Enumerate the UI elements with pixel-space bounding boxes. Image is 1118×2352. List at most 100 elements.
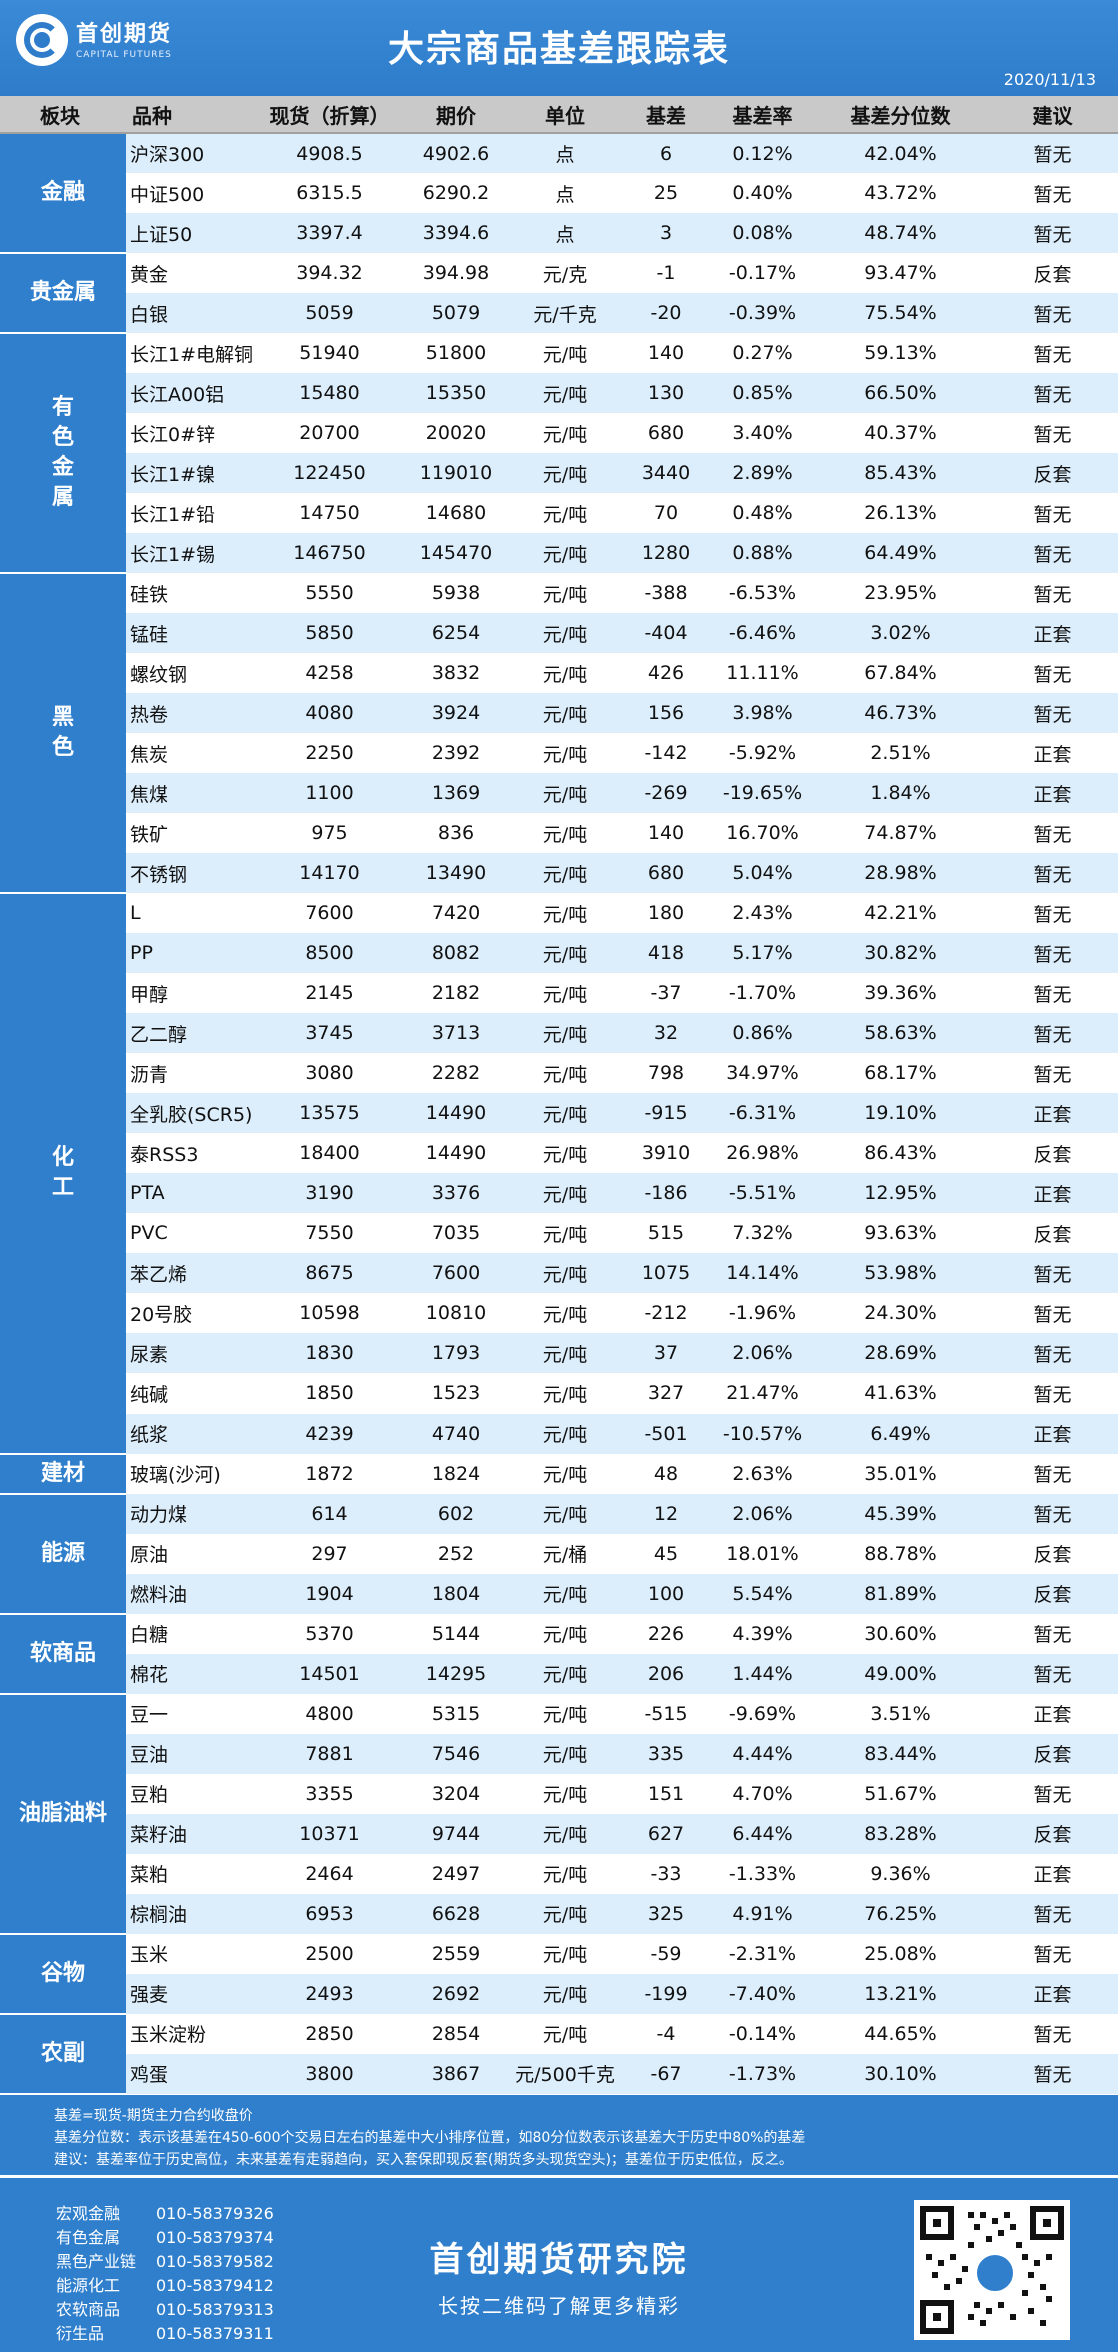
futures-price: 7546 <box>403 1733 509 1774</box>
futures-price: 2182 <box>403 973 509 1014</box>
futures-price: 5144 <box>403 1613 509 1654</box>
product-name: 黄金 <box>126 253 256 294</box>
spot-price: 14501 <box>256 1653 403 1694</box>
basis-percentile: 58.63% <box>814 1013 987 1054</box>
basis-rate: 5.17% <box>711 933 814 974</box>
basis-percentile: 86.43% <box>814 1133 987 1174</box>
contact-phone[interactable]: 010-58379374 <box>156 2228 274 2247</box>
product-name: 乙二醇 <box>126 1013 256 1054</box>
spot-price: 6315.5 <box>256 173 403 214</box>
spot-price: 614 <box>256 1493 403 1534</box>
spot-price: 394.32 <box>256 253 403 294</box>
basis-percentile: 26.13% <box>814 493 987 534</box>
unit: 元/吨 <box>509 773 621 814</box>
contact-phone[interactable]: 010-58379311 <box>156 2324 274 2343</box>
basis-percentile: 9.36% <box>814 1853 987 1894</box>
table-row: 豆粕 3355 3204 元/吨 151 4.70% 51.67% 暂无 <box>0 1773 1118 1814</box>
table-row: 贵金属 黄金 394.32 394.98 元/克 -1 -0.17% 93.47% 反套 <box>0 253 1118 335</box>
basis-percentile: 49.00% <box>814 1653 987 1694</box>
basis-percentile: 88.78% <box>814 1533 987 1574</box>
basis-percentile: 64.49% <box>814 533 987 574</box>
basis-percentile: 35.01% <box>814 1453 987 1494</box>
basis-rate: -0.14% <box>711 2013 814 2054</box>
basis-rate: 7.32% <box>711 1213 814 1254</box>
spot-price: 3355 <box>256 1773 403 1814</box>
futures-price: 14490 <box>403 1093 509 1134</box>
table-row: 锰硅 5850 6254 元/吨 -404 -6.46% 3.02% 正套 <box>0 613 1118 654</box>
advice: 暂无 <box>987 2013 1118 2054</box>
basis-rate: 2.43% <box>711 893 814 934</box>
product-name: 纸浆 <box>126 1413 256 1454</box>
contact-phone[interactable]: 010-58379313 <box>156 2300 274 2319</box>
product-name: 锰硅 <box>126 613 256 654</box>
advice: 暂无 <box>987 1613 1118 1654</box>
spot-price: 10371 <box>256 1813 403 1854</box>
product-name: 玉米 <box>126 1933 256 1974</box>
table-row: PP 8500 8082 元/吨 418 5.17% 30.82% 暂无 <box>0 933 1118 974</box>
spot-price: 5059 <box>256 293 403 334</box>
table-row: 沥青 3080 2282 元/吨 798 34.97% 68.17% 暂无 <box>0 1053 1118 1094</box>
product-name: 鸡蛋 <box>126 2053 256 2094</box>
contact-phone[interactable]: 010-58379582 <box>156 2252 274 2271</box>
brand-logo: 首创期货 CAPITAL FUTURES <box>16 12 176 68</box>
product-name: 沥青 <box>126 1053 256 1094</box>
unit: 元/吨 <box>509 1253 621 1294</box>
futures-price: 8082 <box>403 933 509 974</box>
note-percentile-definition: 基差分位数：表示该基差在450-600个交易日左右的基差中大小排序位置，如80分… <box>54 2130 806 2146</box>
basis: 3 <box>621 213 711 254</box>
basis-rate: 26.98% <box>711 1133 814 1174</box>
basis: 37 <box>621 1333 711 1374</box>
unit: 元/吨 <box>509 1773 621 1814</box>
unit: 元/吨 <box>509 1893 621 1934</box>
futures-price: 2854 <box>403 2013 509 2054</box>
product-name: 白银 <box>126 293 256 334</box>
brand-name: 首创期货 <box>76 22 173 47</box>
page-title: 大宗商品基差跟踪表 <box>387 29 730 70</box>
basis: 6 <box>621 133 711 174</box>
table-row: PVC 7550 7035 元/吨 515 7.32% 93.63% 反套 <box>0 1213 1118 1254</box>
table-row: 强麦 2493 2692 元/吨 -199 -7.40% 13.21% 正套 <box>0 1973 1118 2014</box>
spot-price: 297 <box>256 1533 403 1574</box>
basis-percentile: 28.98% <box>814 853 987 894</box>
sector-label: 黑色 <box>0 573 126 895</box>
product-name: 焦煤 <box>126 773 256 814</box>
spot-price: 8675 <box>256 1253 403 1294</box>
product-name: 玻璃(沙河) <box>126 1453 256 1494</box>
table-row: 豆油 7881 7546 元/吨 335 4.44% 83.44% 反套 <box>0 1733 1118 1774</box>
basis-rate: 14.14% <box>711 1253 814 1294</box>
basis: 325 <box>621 1893 711 1934</box>
product-name: 中证500 <box>126 173 256 214</box>
spot-price: 1830 <box>256 1333 403 1374</box>
product-name: 长江A00铝 <box>126 373 256 414</box>
basis-rate: 0.88% <box>711 533 814 574</box>
futures-price: 6628 <box>403 1893 509 1934</box>
basis: -33 <box>621 1853 711 1894</box>
header-basis-rate: 基差率 <box>711 96 814 134</box>
futures-price: 20020 <box>403 413 509 454</box>
futures-price: 3713 <box>403 1013 509 1054</box>
spot-price: 4908.5 <box>256 133 403 174</box>
product-name: 长江1#镍 <box>126 453 256 494</box>
table-row: 农副 玉米淀粉 2850 2854 元/吨 -4 -0.14% 44.65% 暂无 <box>0 2013 1118 2095</box>
table-row: 长江1#铅 14750 14680 元/吨 70 0.48% 26.13% 暂无 <box>0 493 1118 534</box>
contact-phone[interactable]: 010-58379412 <box>156 2276 274 2295</box>
basis-percentile: 39.36% <box>814 973 987 1014</box>
header-advice: 建议 <box>987 96 1118 134</box>
basis-percentile: 6.49% <box>814 1413 987 1454</box>
futures-price: 602 <box>403 1493 509 1534</box>
futures-price: 2559 <box>403 1933 509 1974</box>
basis-rate: -7.40% <box>711 1973 814 2014</box>
unit: 点 <box>509 213 621 254</box>
basis-percentile: 83.44% <box>814 1733 987 1774</box>
basis: -20 <box>621 293 711 334</box>
basis-rate: 0.12% <box>711 133 814 174</box>
product-name: 不锈钢 <box>126 853 256 894</box>
contact-phone[interactable]: 010-58379326 <box>156 2204 274 2223</box>
futures-price: 13490 <box>403 853 509 894</box>
qr-code[interactable] <box>914 2200 1070 2340</box>
basis-percentile: 83.28% <box>814 1813 987 1854</box>
sector-label: 建材 <box>0 1453 126 1495</box>
unit: 元/克 <box>509 253 621 294</box>
basis: 140 <box>621 333 711 374</box>
basis-percentile: 42.21% <box>814 893 987 934</box>
